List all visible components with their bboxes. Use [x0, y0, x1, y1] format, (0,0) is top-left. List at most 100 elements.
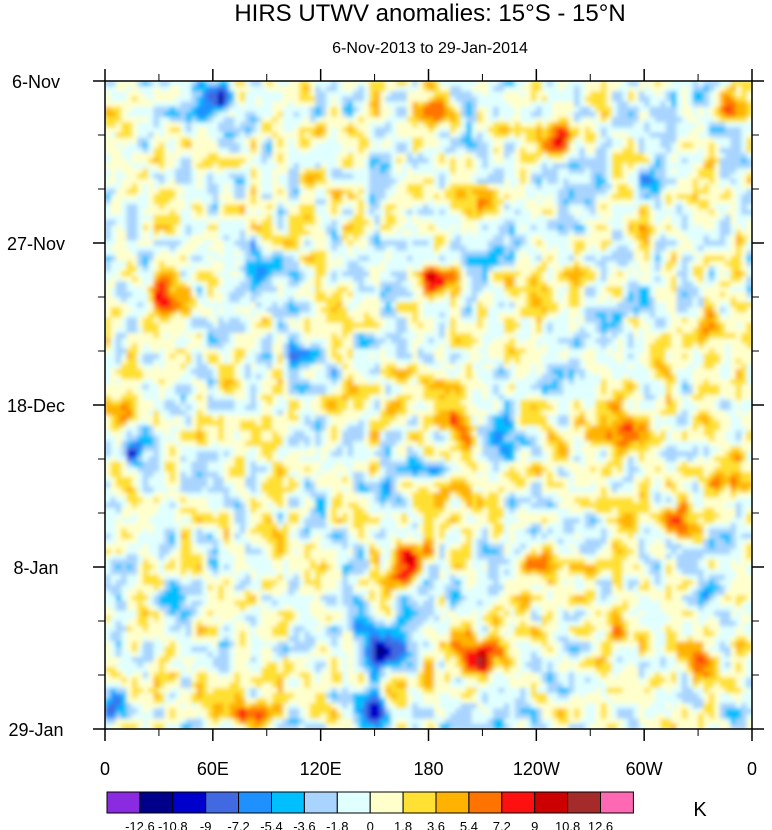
heatmap-cell — [606, 214, 613, 221]
heatmap-cell — [671, 81, 678, 87]
heatmap-cell — [202, 214, 209, 221]
heatmap-cell — [428, 96, 435, 103]
heatmap-cell — [105, 261, 111, 267]
heatmap-cell — [406, 127, 413, 134]
heatmap-cell — [719, 91, 726, 98]
heatmap-cell — [336, 96, 343, 103]
heatmap-cell — [196, 281, 203, 288]
heatmap-cell — [212, 163, 219, 170]
heatmap-cell — [703, 127, 710, 134]
heatmap-cell — [741, 147, 748, 154]
heatmap-cell — [595, 199, 602, 206]
heatmap-cell — [255, 137, 262, 144]
heatmap-cell — [417, 117, 424, 123]
heatmap-cell — [633, 158, 640, 164]
heatmap-cell — [606, 158, 613, 164]
heatmap-cell — [401, 117, 408, 123]
heatmap-cell — [503, 86, 510, 92]
heatmap-cell — [315, 96, 322, 103]
heatmap-cell — [369, 117, 376, 123]
heatmap-cell — [342, 81, 349, 87]
heatmap-cell — [703, 219, 710, 226]
heatmap-cell — [131, 219, 138, 226]
heatmap-cell — [584, 225, 591, 231]
heatmap-cell — [444, 225, 451, 231]
heatmap-cell — [202, 168, 209, 175]
heatmap-cell — [347, 163, 354, 170]
heatmap-cell — [671, 255, 678, 262]
heatmap-cell — [708, 281, 715, 288]
heatmap-cell — [493, 204, 500, 211]
heatmap-cell — [148, 173, 155, 180]
heatmap-cell — [148, 276, 155, 283]
heatmap-cell — [741, 199, 748, 206]
heatmap-cell — [137, 214, 144, 221]
heatmap-cell — [369, 240, 376, 247]
heatmap-cell — [326, 199, 333, 206]
heatmap-cell — [676, 86, 683, 92]
heatmap-cell — [277, 235, 284, 242]
heatmap-cell — [482, 240, 489, 247]
heatmap-cell — [530, 158, 537, 164]
heatmap-cell — [288, 250, 295, 257]
heatmap-cell — [487, 183, 494, 190]
heatmap-cell — [730, 286, 737, 293]
heatmap-cell — [326, 276, 333, 283]
heatmap-cell — [595, 276, 602, 283]
heatmap-cell — [385, 266, 392, 272]
heatmap-cell — [175, 219, 182, 226]
heatmap-cell — [617, 230, 624, 236]
heatmap-cell — [255, 225, 262, 231]
heatmap-cell — [649, 204, 656, 211]
heatmap-cell — [288, 168, 295, 175]
heatmap-cell — [525, 142, 532, 149]
heatmap-cell — [547, 101, 554, 108]
heatmap-cell — [579, 137, 586, 144]
heatmap-cell — [353, 214, 360, 221]
heatmap-cell — [563, 153, 570, 159]
heatmap-cell — [676, 183, 683, 190]
heatmap-cell — [530, 194, 537, 200]
heatmap-cell — [347, 86, 354, 92]
heatmap-cell — [433, 235, 440, 242]
heatmap-cell — [725, 153, 732, 159]
heatmap-cell — [725, 286, 732, 293]
heatmap-cell — [218, 91, 225, 98]
heatmap-cell — [698, 286, 705, 293]
heatmap-cell — [498, 250, 505, 257]
heatmap-cell — [676, 168, 683, 175]
heatmap-cell — [493, 266, 500, 272]
heatmap-cell — [158, 194, 165, 200]
heatmap-cell — [374, 158, 381, 164]
heatmap-cell — [363, 111, 370, 118]
heatmap-cell — [309, 147, 316, 154]
heatmap-cell — [191, 276, 198, 283]
heatmap-cell — [665, 178, 672, 185]
heatmap-cell — [644, 106, 651, 113]
heatmap-cell — [261, 183, 268, 190]
heatmap-cell — [687, 271, 694, 278]
heatmap-cell — [708, 214, 715, 221]
heatmap-cell — [590, 117, 597, 123]
heatmap-cell — [131, 199, 138, 206]
heatmap-cell — [288, 230, 295, 236]
heatmap-cell — [185, 168, 192, 175]
heatmap-cell — [423, 276, 430, 283]
heatmap-cell — [131, 209, 138, 216]
heatmap-cell — [601, 261, 608, 267]
heatmap-cell — [347, 183, 354, 190]
heatmap-cell — [703, 173, 710, 180]
heatmap-cell — [617, 132, 624, 139]
heatmap-cell — [239, 250, 246, 257]
heatmap-cell — [428, 255, 435, 262]
heatmap-cell — [255, 183, 262, 190]
heatmap-cell — [396, 199, 403, 206]
heatmap-cell — [687, 122, 694, 128]
heatmap-cell — [218, 86, 225, 92]
heatmap-cell — [676, 147, 683, 154]
heatmap-cell — [148, 189, 155, 195]
heatmap-cell — [568, 240, 575, 247]
heatmap-cell — [212, 250, 219, 257]
heatmap-cell — [579, 271, 586, 278]
heatmap-cell — [148, 147, 155, 154]
